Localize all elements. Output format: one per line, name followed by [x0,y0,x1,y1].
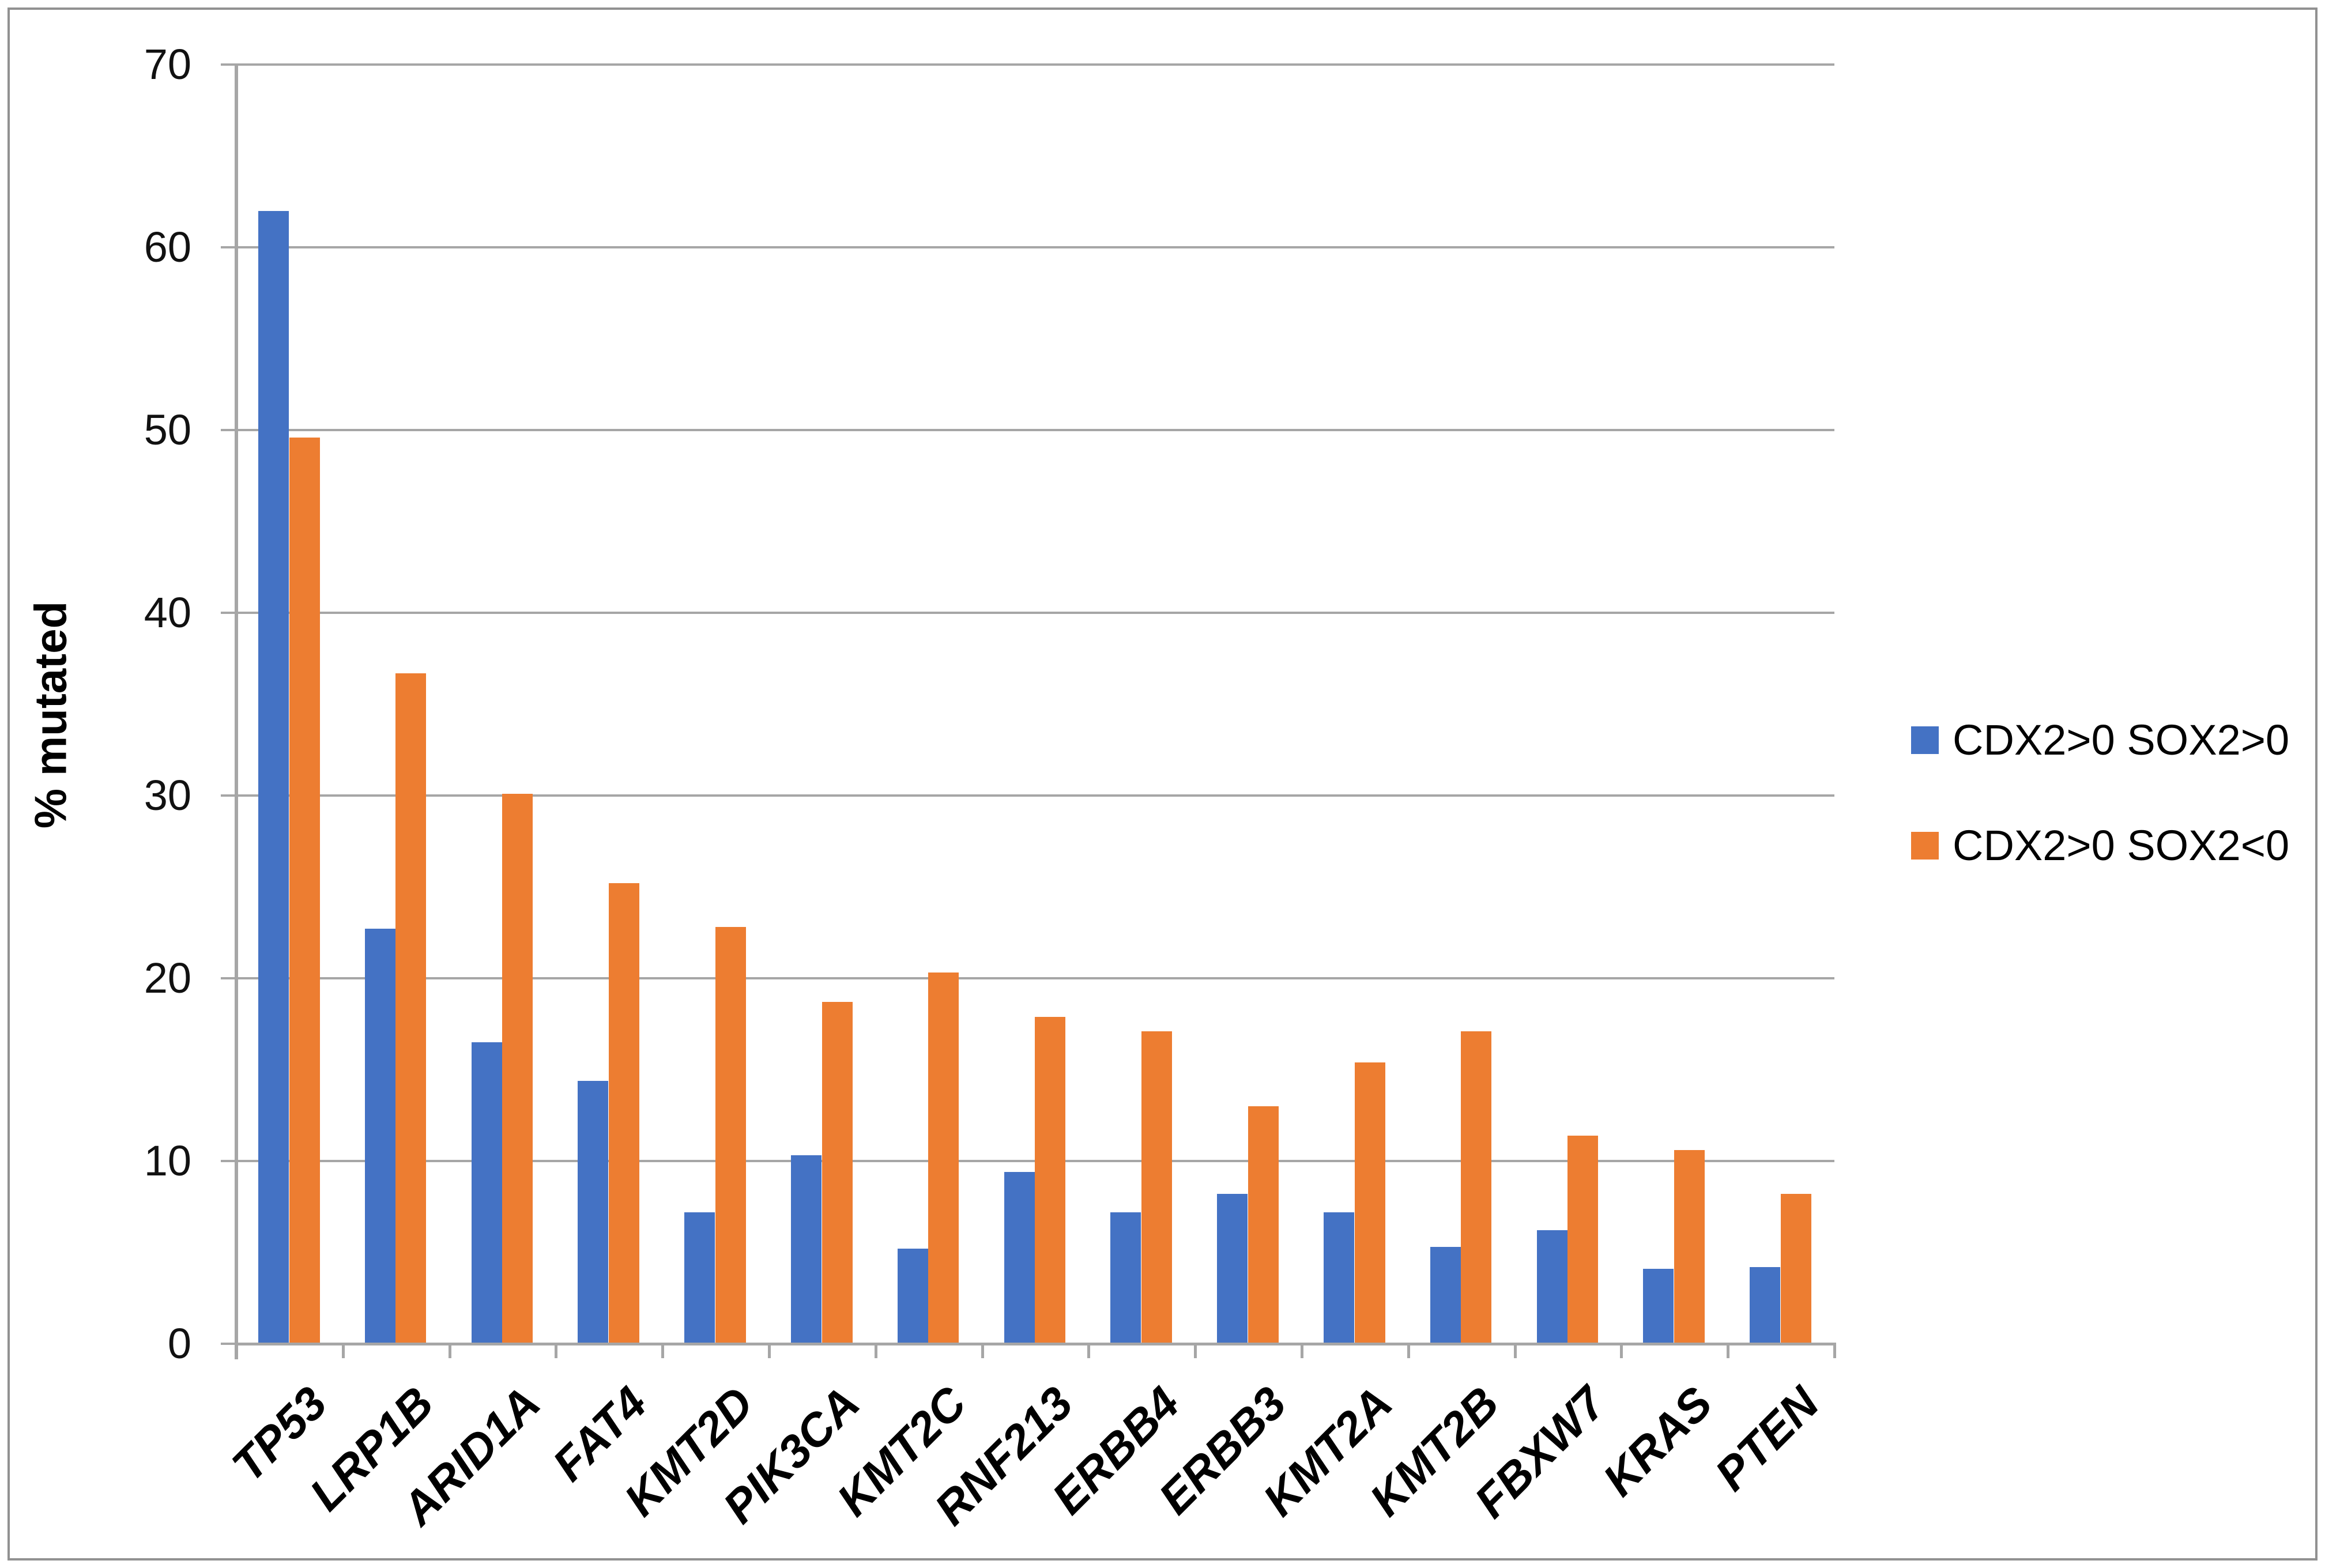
gridline-40 [236,612,1834,614]
y-axis-tick-30 [221,794,236,797]
bar-cdx2-0-sox2-0-pik3ca [822,1002,853,1344]
y-tick-label-70: 70 [144,40,191,88]
y-tick-label-20: 20 [144,954,191,1002]
bar-cdx2-0-sox2-0-lrp1b [395,673,427,1344]
x-axis-tick-3 [555,1343,558,1358]
y-tick-label-30: 30 [144,771,191,819]
x-axis-tick-7 [981,1343,984,1358]
y-axis-tick-40 [221,612,236,614]
x-axis-tick-12 [1513,1343,1517,1358]
x-axis-tick-0 [235,1343,238,1358]
x-axis-tick-1 [341,1343,345,1358]
bar-cdx2-0-sox2-0-arid1a [471,1042,502,1344]
gridline-20 [236,977,1834,979]
bar-cdx2-0-sox2-0-kmt2a [1354,1062,1385,1344]
bar-cdx2-0-sox2-0-kmt2d [684,1212,715,1344]
legend-label: CDX2>0 SOX2>0 [1953,716,2290,764]
y-tick-label-40: 40 [144,589,191,636]
bar-cdx2-0-sox2-0-lrp1b [364,929,395,1344]
x-axis-tick-4 [661,1343,665,1358]
gridline-70 [236,63,1834,66]
legend-swatch-icon [1911,832,1939,860]
x-axis-tick-6 [874,1343,877,1358]
y-axis-tick-10 [221,1160,236,1162]
bar-cdx2-0-sox2-0-erbb3 [1217,1194,1248,1344]
bar-cdx2-0-sox2-0-tp53 [289,437,320,1344]
x-axis-tick-2 [448,1343,451,1358]
legend-swatch-icon [1911,726,1939,754]
bar-cdx2-0-sox2-0-rnf213 [1035,1016,1066,1344]
bar-cdx2-0-sox2-0-kmt2d [715,927,746,1344]
x-axis-tick-15 [1833,1343,1836,1358]
gridline-30 [236,794,1834,797]
legend: CDX2>0 SOX2>0 CDX2>0 SOX2<0 [1911,719,2289,867]
y-tick-label-0: 0 [167,1320,191,1367]
y-tick-label-10: 10 [144,1137,191,1185]
bar-cdx2-0-sox2-0-kmt2b [1430,1246,1461,1344]
gridline-50 [236,429,1834,431]
bar-cdx2-0-sox2-0-arid1a [502,793,533,1344]
legend-item-1: CDX2>0 SOX2>0 [1911,719,2289,762]
bar-cdx2-0-sox2-0-fat4 [578,1080,609,1344]
x-axis-tick-10 [1301,1343,1303,1358]
bar-cdx2-0-sox2-0-fbxw7 [1536,1230,1567,1344]
bar-cdx2-0-sox2-0-kmt2b [1461,1031,1492,1344]
x-axis-line [235,1343,1834,1345]
x-axis-tick-8 [1087,1343,1091,1358]
y-axis-tick-0 [221,1343,236,1345]
bar-cdx2-0-sox2-0-erbb4 [1110,1212,1141,1344]
y-axis-tick-20 [221,977,236,979]
legend-item-2: CDX2>0 SOX2<0 [1911,824,2289,867]
y-axis-tick-60 [221,246,236,248]
gridline-60 [236,246,1834,248]
bar-cdx2-0-sox2-0-fat4 [608,883,639,1344]
bar-cdx2-0-sox2-0-kmt2c [897,1249,928,1344]
x-axis-tick-5 [768,1343,771,1358]
bar-cdx2-0-sox2-0-pik3ca [791,1155,822,1344]
bar-cdx2-0-sox2-0-fbxw7 [1567,1135,1599,1344]
bar-cdx2-0-sox2-0-kmt2a [1324,1212,1354,1344]
y-tick-label-60: 60 [144,223,191,271]
x-axis-tick-14 [1727,1343,1730,1358]
y-axis-tick-50 [221,429,236,431]
bar-cdx2-0-sox2-0-rnf213 [1004,1172,1035,1344]
x-axis-tick-13 [1620,1343,1623,1358]
bar-cdx2-0-sox2-0-erbb4 [1141,1031,1172,1344]
y-axis-line [235,65,238,1359]
bar-cdx2-0-sox2-0-kras [1643,1269,1674,1344]
bar-cdx2-0-sox2-0-kras [1674,1149,1705,1344]
x-axis-tick-11 [1407,1343,1410,1358]
bar-cdx2-0-sox2-0-tp53 [258,210,289,1344]
y-axis-tick-70 [221,63,236,66]
bar-cdx2-0-sox2-0-kmt2c [928,973,959,1344]
bar-cdx2-0-sox2-0-erbb3 [1248,1106,1279,1344]
y-tick-label-50: 50 [144,406,191,454]
bar-cdx2-0-sox2-0-pten [1780,1194,1811,1344]
bar-cdx2-0-sox2-0-pten [1750,1267,1781,1344]
x-axis-tick-9 [1194,1343,1197,1358]
legend-label: CDX2>0 SOX2<0 [1953,821,2290,869]
